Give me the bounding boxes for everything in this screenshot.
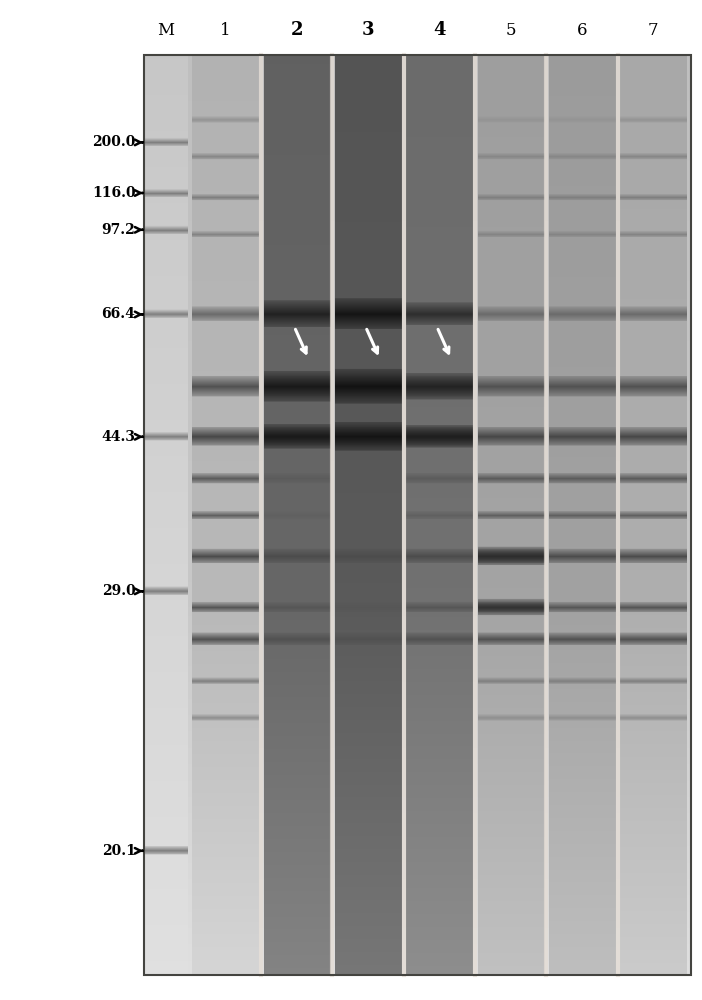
Text: 97.2: 97.2	[102, 223, 135, 237]
Text: M: M	[157, 22, 174, 39]
Text: 20.1: 20.1	[102, 844, 135, 858]
Bar	[144, 55, 691, 975]
Text: 2: 2	[291, 21, 303, 39]
Text: 66.4: 66.4	[102, 307, 135, 321]
Text: 200.0: 200.0	[92, 135, 135, 149]
Text: 4: 4	[433, 21, 446, 39]
Text: 44.3: 44.3	[102, 430, 135, 444]
Text: 5: 5	[505, 22, 516, 39]
Text: 29.0: 29.0	[102, 584, 135, 598]
Text: 7: 7	[648, 22, 658, 39]
Text: 3: 3	[362, 21, 374, 39]
Text: 116.0: 116.0	[92, 186, 135, 200]
Text: 6: 6	[577, 22, 588, 39]
Text: 1: 1	[220, 22, 231, 39]
